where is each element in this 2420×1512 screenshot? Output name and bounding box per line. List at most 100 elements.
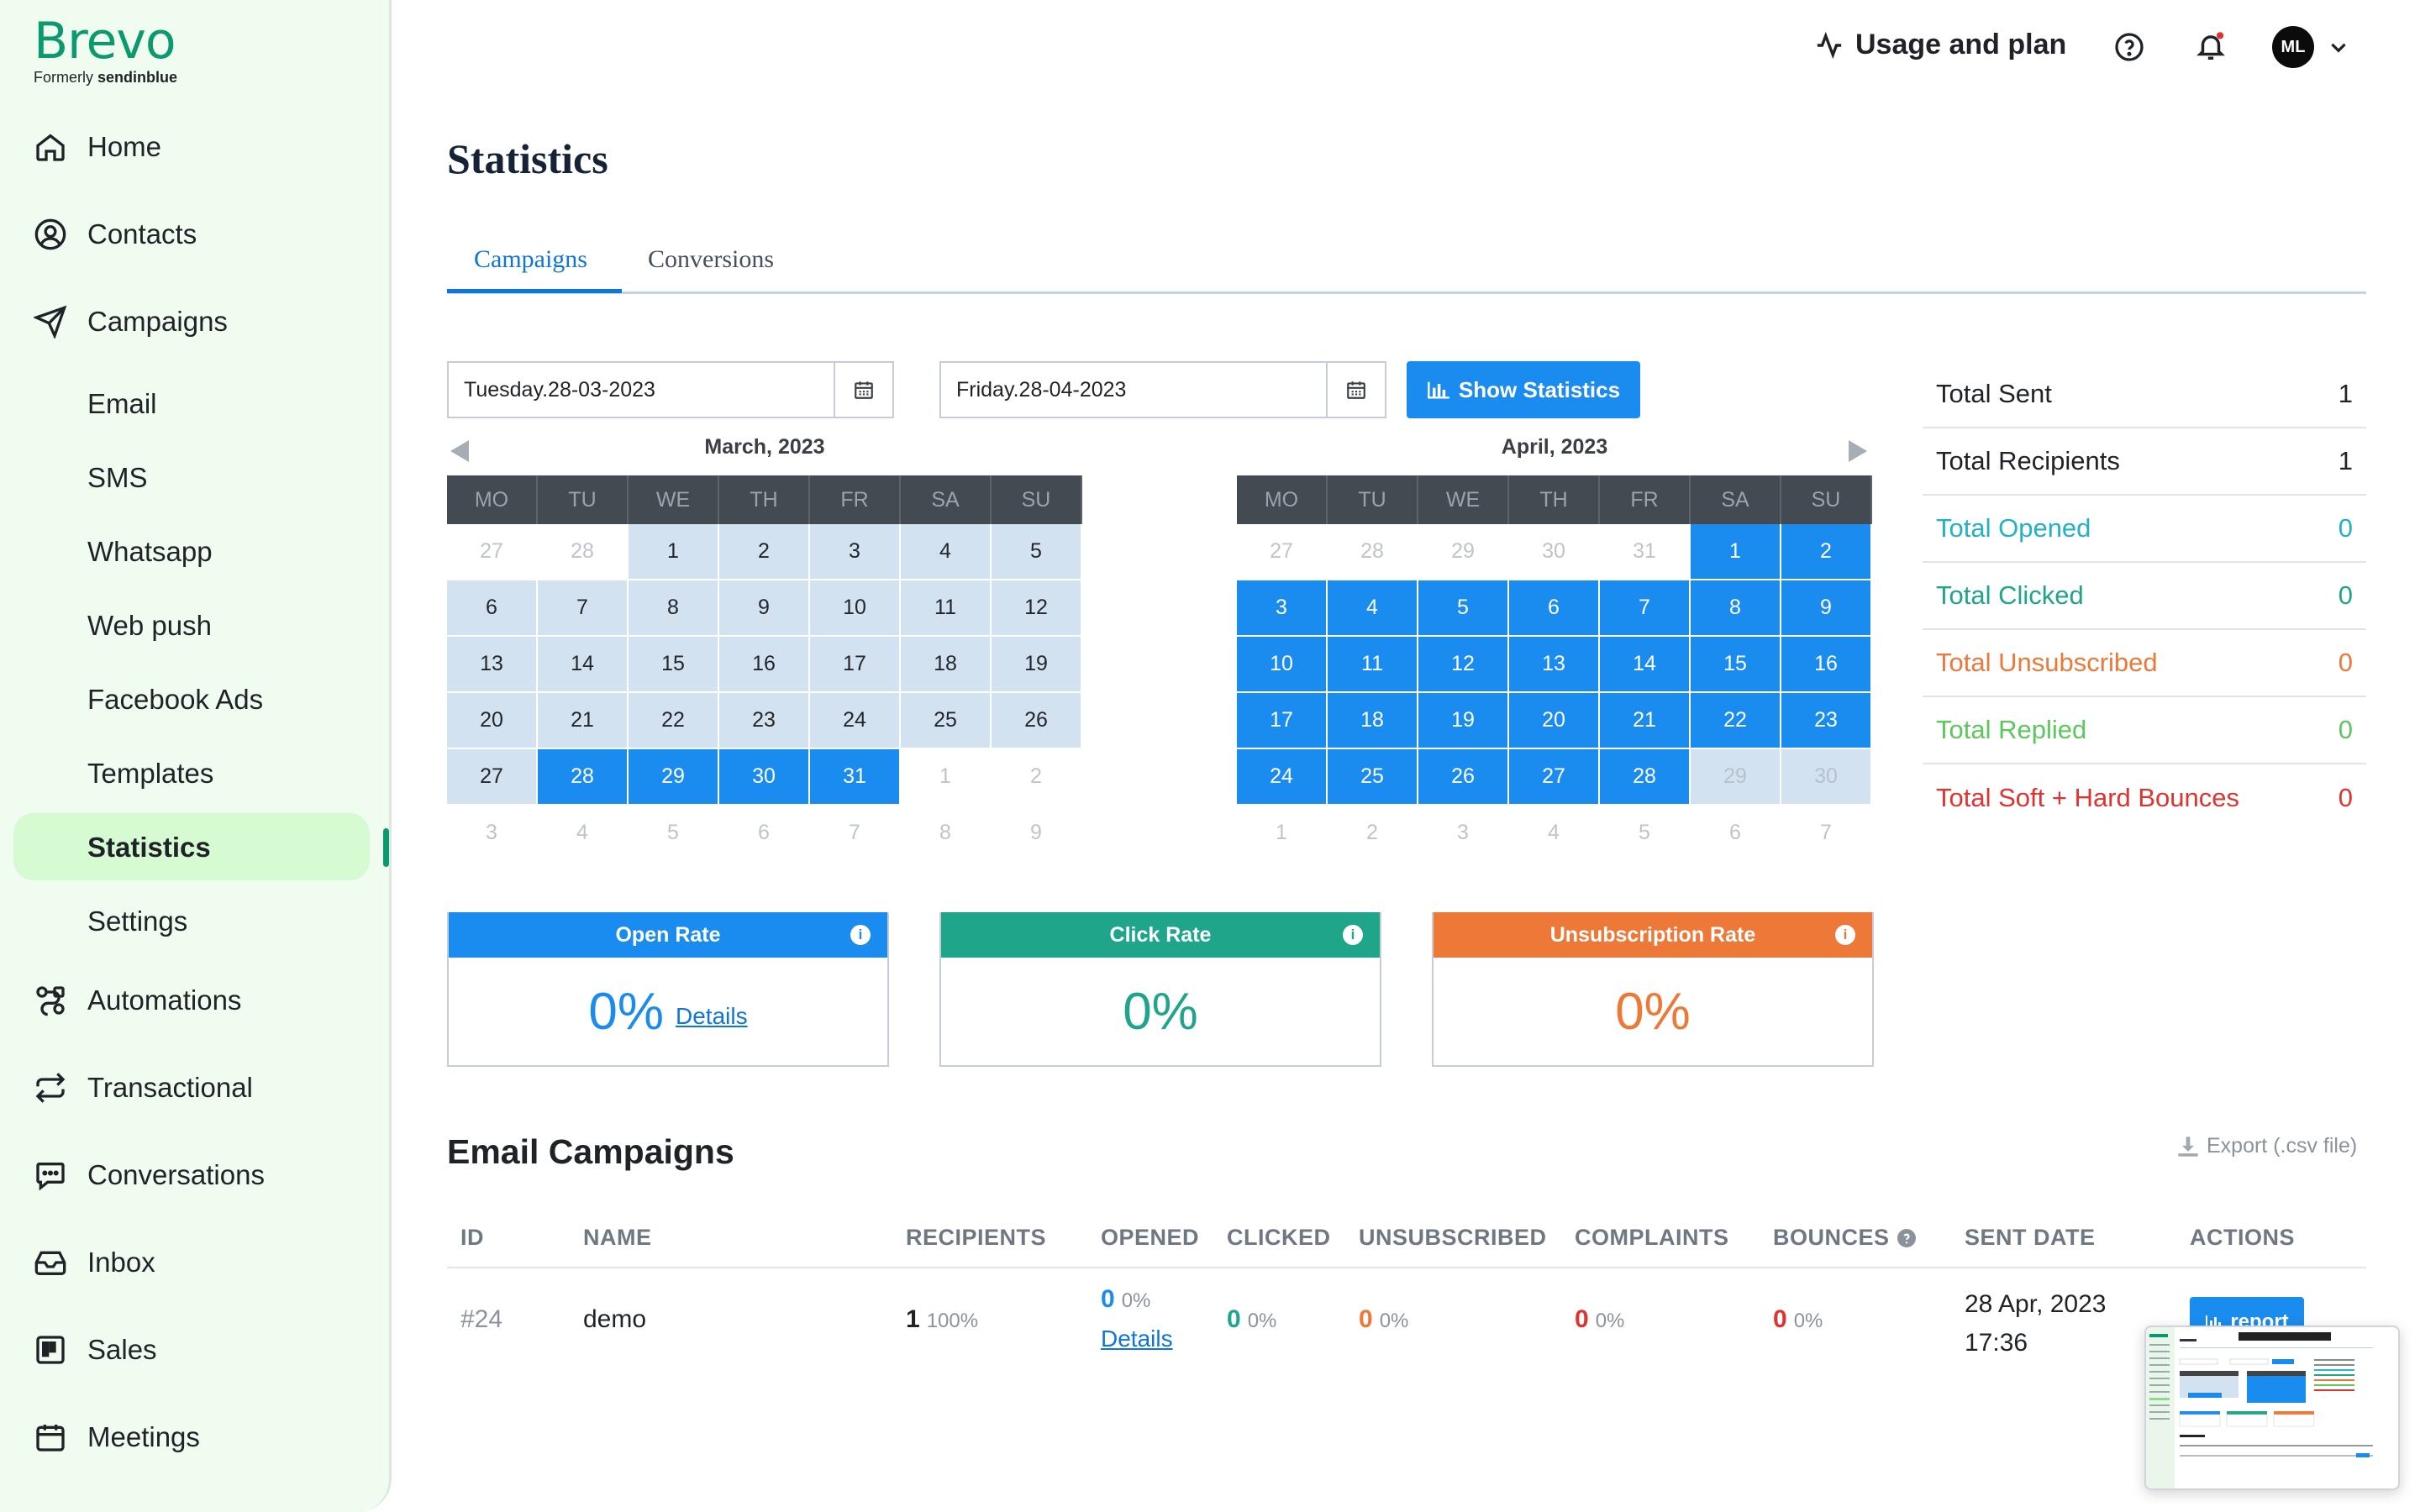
calendar-day[interactable]: 11 [1328,637,1418,693]
start-date-value[interactable]: Tuesday.28-03-2023 [464,377,655,402]
info-icon[interactable]: i [1343,925,1363,945]
calendar-day[interactable]: 2 [1328,806,1418,862]
calendar-day[interactable]: 10 [1237,637,1328,693]
calendar-day[interactable]: 29 [1418,524,1509,580]
calendar-day[interactable]: 13 [1509,637,1600,693]
sidebar-item-home[interactable]: Home [13,113,370,181]
calendar-day[interactable]: 1 [1237,806,1328,862]
calendar-day[interactable]: 15 [1691,637,1781,693]
calendar-day[interactable]: 30 [1781,749,1872,806]
calendar-day[interactable]: 30 [1509,524,1600,580]
calendar-day[interactable]: 15 [629,637,719,693]
calendar-day[interactable]: 16 [719,637,810,693]
calendar-day[interactable]: 7 [538,580,629,637]
calendar-day[interactable]: 31 [1600,524,1691,580]
column-header-bounces[interactable]: BOUNCES [1773,1225,1917,1251]
calendar-next-arrow-icon[interactable] [1849,440,1867,462]
sidebar-subitem-email[interactable]: Email [87,388,157,419]
calendar-day[interactable]: 2 [1781,524,1872,580]
calendar-day[interactable]: 4 [901,524,992,580]
tab-conversions[interactable]: Conversions [648,245,774,273]
help-button[interactable] [2114,32,2144,62]
calendar-day[interactable]: 26 [992,693,1082,749]
calendar-day[interactable]: 4 [1509,806,1600,862]
calendar-day[interactable]: 28 [538,749,629,806]
calendar-day[interactable]: 16 [1781,637,1872,693]
calendar-day[interactable]: 2 [992,749,1082,806]
calendar-day[interactable]: 27 [1237,524,1328,580]
help-icon[interactable] [1897,1228,1917,1248]
sidebar-item-campaigns[interactable]: Campaigns [13,288,370,355]
column-header-opened[interactable]: OPENED [1101,1225,1200,1250]
sidebar-subitem-whatsapp[interactable]: Whatsapp [87,536,213,567]
account-menu[interactable]: ML [2272,26,2349,68]
calendar-day[interactable]: 21 [1600,693,1691,749]
calendar-day[interactable]: 20 [1509,693,1600,749]
notifications-button[interactable] [2195,30,2227,62]
sidebar-subitem-statistics-label[interactable]: Statistics [87,832,211,863]
calendar-day[interactable]: 9 [719,580,810,637]
calendar-day[interactable]: 23 [719,693,810,749]
sidebar-subitem-sms[interactable]: SMS [87,462,148,493]
calendar-day[interactable]: 3 [1237,580,1328,637]
show-statistics-button[interactable]: Show Statistics [1407,361,1640,418]
calendar-day[interactable]: 3 [447,806,538,862]
calendar-day[interactable]: 9 [992,806,1082,862]
calendar-day[interactable]: 7 [1600,580,1691,637]
calendar-day[interactable]: 18 [1328,693,1418,749]
calendar-day[interactable]: 5 [629,806,719,862]
sidebar-subitem-settings[interactable]: Settings [87,906,188,937]
column-header-clicked[interactable]: CLICKED [1227,1225,1331,1250]
calendar-day[interactable]: 9 [1781,580,1872,637]
column-header-unsubscribed[interactable]: UNSUBSCRIBED [1359,1225,1547,1250]
calendar-day[interactable]: 6 [1509,580,1600,637]
calendar-day[interactable]: 22 [1691,693,1781,749]
calendar-day[interactable]: 28 [1328,524,1418,580]
calendar-day[interactable]: 14 [1600,637,1691,693]
calendar-day[interactable]: 26 [1418,749,1509,806]
calendar-day[interactable]: 24 [810,693,901,749]
calendar-day[interactable]: 19 [1418,693,1509,749]
end-date-value[interactable]: Friday.28-04-2023 [956,377,1127,402]
calendar-day[interactable]: 6 [447,580,538,637]
column-header-recipients[interactable]: RECIPIENTS [906,1225,1047,1250]
sidebar-item-inbox[interactable]: Inbox [13,1229,370,1296]
column-header-sent-date[interactable]: SENT DATE [1965,1225,2096,1250]
calendar-day[interactable]: 10 [810,580,901,637]
calendar-day[interactable]: 1 [1691,524,1781,580]
calendar-day[interactable]: 14 [538,637,629,693]
calendar-day[interactable]: 1 [629,524,719,580]
start-date-calendar-button[interactable] [834,363,892,417]
sidebar-item-automations[interactable]: Automations [13,967,370,1034]
calendar-day[interactable]: 29 [629,749,719,806]
sidebar-subitem-templates[interactable]: Templates [87,758,214,789]
calendar-day[interactable]: 25 [901,693,992,749]
column-header-complaints[interactable]: COMPLAINTS [1575,1225,1729,1250]
calendar-day[interactable]: 31 [810,749,901,806]
calendar-day[interactable]: 3 [810,524,901,580]
opened-details-link[interactable]: Details [1101,1326,1173,1352]
info-icon[interactable]: i [1835,925,1855,945]
calendar-day[interactable]: 5 [992,524,1082,580]
calendar-day[interactable]: 1 [901,749,992,806]
calendar-day[interactable]: 28 [1600,749,1691,806]
sidebar-item-sales[interactable]: Sales [13,1316,370,1383]
calendar-day[interactable]: 7 [810,806,901,862]
calendar-day[interactable]: 8 [629,580,719,637]
open-rate-details-link[interactable]: Details [676,1003,748,1029]
export-csv-button[interactable]: Export (.csv file) [2176,1134,2357,1158]
calendar-day[interactable]: 6 [719,806,810,862]
calendar-day[interactable]: 22 [629,693,719,749]
info-icon[interactable]: i [850,925,871,945]
calendar-day[interactable]: 4 [1328,580,1418,637]
sidebar-subitem-facebook-ads[interactable]: Facebook Ads [87,684,264,715]
calendar-day[interactable]: 17 [810,637,901,693]
calendar-day[interactable]: 5 [1418,580,1509,637]
calendar-day[interactable]: 17 [1237,693,1328,749]
calendar-day[interactable]: 11 [901,580,992,637]
cell-name[interactable]: demo [583,1305,647,1333]
calendar-day[interactable]: 27 [447,524,538,580]
tab-campaigns[interactable]: Campaigns [474,245,587,273]
sidebar-subitem-statistics[interactable] [13,813,370,880]
calendar-day[interactable]: 18 [901,637,992,693]
